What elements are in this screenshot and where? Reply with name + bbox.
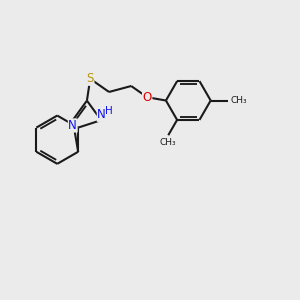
Text: CH₃: CH₃ bbox=[160, 138, 177, 147]
Text: H: H bbox=[105, 106, 113, 116]
Text: S: S bbox=[86, 72, 94, 85]
Text: O: O bbox=[142, 91, 152, 104]
Text: CH₃: CH₃ bbox=[231, 96, 247, 105]
Text: N: N bbox=[97, 108, 106, 122]
Text: N: N bbox=[68, 119, 77, 132]
